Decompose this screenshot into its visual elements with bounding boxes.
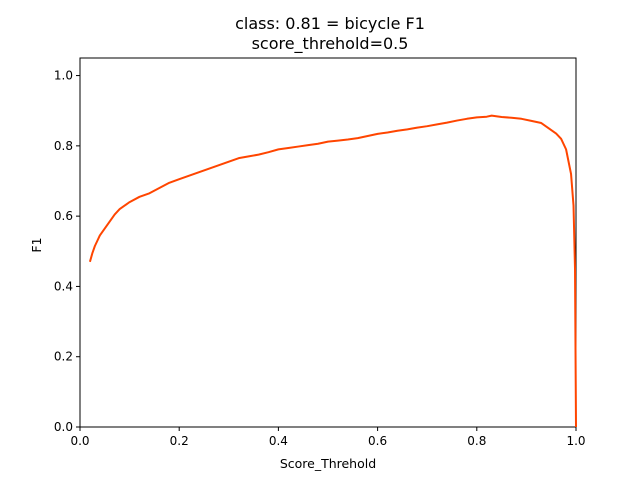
plot-frame xyxy=(79,57,577,428)
x-ticks: 0.0 0.2 0.4 0.6 0.8 1.0 xyxy=(70,427,586,448)
f1-curve xyxy=(88,114,577,428)
y-axis-label: F1 xyxy=(29,237,44,252)
x-axis-label: Score_Threhold xyxy=(280,456,376,471)
y-tick-label: 0.8 xyxy=(54,139,73,153)
x-tick-label: 0.0 xyxy=(70,434,89,448)
plot-area xyxy=(79,57,577,428)
chart-title-line-1: class: 0.81 = bicycle F1 xyxy=(235,14,425,33)
series xyxy=(88,114,577,428)
y-tick-label: 0.0 xyxy=(54,420,73,434)
x-tick-label: 1.0 xyxy=(566,434,585,448)
y-tick-label: 0.6 xyxy=(54,209,73,223)
x-tick-label: 0.6 xyxy=(368,434,387,448)
x-tick-label: 0.4 xyxy=(269,434,288,448)
y-ticks: 0.0 0.2 0.4 0.6 0.8 1.0 xyxy=(54,69,80,434)
x-tick-label: 0.2 xyxy=(170,434,189,448)
x-tick-label: 0.8 xyxy=(467,434,486,448)
y-tick-label: 0.4 xyxy=(54,279,73,293)
y-tick-label: 1.0 xyxy=(54,69,73,83)
chart-title-line-2: score_threhold=0.5 xyxy=(252,34,409,54)
y-tick-label: 0.2 xyxy=(54,350,73,364)
